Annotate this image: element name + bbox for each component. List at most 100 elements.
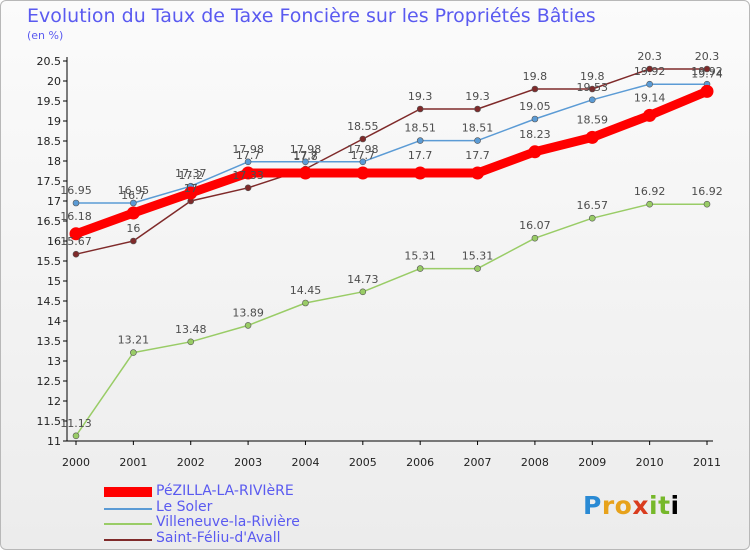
data-label: 17.33 xyxy=(232,169,264,182)
data-point xyxy=(531,115,539,123)
data-label: 16.92 xyxy=(634,185,666,198)
legend-label: PéZILLA-LA-RIVIèRE xyxy=(156,483,294,499)
data-point xyxy=(643,108,657,122)
data-point xyxy=(359,158,367,166)
data-point xyxy=(356,166,370,180)
y-tick-label: 11.5 xyxy=(37,415,62,428)
data-label: 17.37 xyxy=(175,167,207,180)
data-point xyxy=(72,199,80,207)
data-label: 19.92 xyxy=(634,65,666,78)
series-line xyxy=(75,203,707,437)
legend-label: Saint-Féliu-d'Avall xyxy=(156,529,281,546)
data-label: 19.3 xyxy=(465,90,490,103)
data-label: 17.98 xyxy=(290,143,322,156)
data-point xyxy=(244,322,252,329)
data-point xyxy=(416,137,424,144)
data-label: 16.92 xyxy=(691,185,723,198)
y-tick-label: 20 xyxy=(47,75,61,88)
data-point xyxy=(528,145,542,159)
data-point xyxy=(588,96,596,104)
data-label: 18.59 xyxy=(577,113,609,126)
data-label: 15.31 xyxy=(404,250,436,263)
data-label: 19.8 xyxy=(523,70,548,83)
data-point xyxy=(474,105,481,113)
data-point xyxy=(130,237,137,245)
data-label: 13.89 xyxy=(232,306,264,319)
data-point xyxy=(130,199,137,207)
data-label: 13.21 xyxy=(118,334,150,347)
series-line xyxy=(74,87,709,239)
data-label: 19.14 xyxy=(634,91,666,104)
data-point xyxy=(700,84,714,98)
legend-swatch xyxy=(104,487,152,497)
data-label: 17.7 xyxy=(351,149,376,162)
data-label: 15.31 xyxy=(462,250,494,263)
y-tick-label: 13.5 xyxy=(37,335,62,348)
data-label: 15.67 xyxy=(60,235,92,248)
legend-label: Le Soler xyxy=(156,498,213,515)
data-label: 19.74 xyxy=(691,67,723,80)
data-label: 18.23 xyxy=(519,128,551,141)
data-point xyxy=(646,80,653,88)
y-tick-label: 18.5 xyxy=(37,135,62,148)
data-label: 18.51 xyxy=(462,122,494,135)
y-tick-label: 19 xyxy=(47,115,61,128)
data-point xyxy=(588,85,596,93)
x-tick-label: 2005 xyxy=(349,456,377,469)
y-tick-label: 16 xyxy=(47,235,61,248)
legend-swatch xyxy=(104,538,152,541)
y-tick-label: 19.5 xyxy=(37,95,62,108)
data-label: 18.55 xyxy=(347,120,379,133)
data-label: 11.13 xyxy=(60,417,92,430)
y-tick-label: 13 xyxy=(47,355,61,368)
data-label: 17.7 xyxy=(465,149,490,162)
data-label: 13.48 xyxy=(175,323,207,336)
data-point xyxy=(531,85,539,93)
y-tick-label: 14 xyxy=(47,315,61,328)
y-tick-label: 15.5 xyxy=(37,255,62,268)
data-label: 16.57 xyxy=(577,199,609,212)
y-tick-label: 18 xyxy=(47,155,61,168)
chart-subtitle: (en %) xyxy=(27,29,64,42)
data-label: 19.92 xyxy=(691,65,723,78)
x-tick-label: 2009 xyxy=(578,456,606,469)
data-label: 16 xyxy=(126,222,140,235)
x-tick-label: 2001 xyxy=(119,456,147,469)
data-point xyxy=(130,349,137,356)
series-3 xyxy=(72,65,711,258)
data-label: 19.3 xyxy=(408,90,433,103)
data-label: 17.8 xyxy=(293,150,318,163)
data-point xyxy=(302,299,309,307)
x-tick-label: 2008 xyxy=(521,456,549,469)
series-line xyxy=(76,83,707,204)
chart-title: Evolution du Taux de Taxe Foncière sur l… xyxy=(27,5,596,27)
y-tick-label: 12.5 xyxy=(37,375,62,388)
data-point xyxy=(69,227,83,241)
data-point xyxy=(126,206,140,220)
data-point xyxy=(359,135,367,143)
x-tick-label: 2004 xyxy=(291,456,319,469)
data-point xyxy=(302,158,309,166)
series-line xyxy=(75,68,707,255)
data-point xyxy=(241,166,255,180)
data-label: 17.2 xyxy=(178,169,203,182)
series-0 xyxy=(69,84,714,241)
data-label: 16.7 xyxy=(121,189,146,202)
y-tick-label: 16.5 xyxy=(37,215,62,228)
y-tick-label: 15 xyxy=(47,275,61,288)
data-label: 17.98 xyxy=(347,143,379,156)
x-tick-label: 2006 xyxy=(406,456,434,469)
data-label: 19.53 xyxy=(577,81,609,94)
data-label: 16.95 xyxy=(118,184,150,197)
data-point xyxy=(416,105,424,113)
data-point xyxy=(474,265,481,272)
y-tick-label: 17 xyxy=(47,195,61,208)
x-tick-label: 2002 xyxy=(177,456,205,469)
data-label: 16.95 xyxy=(60,184,92,197)
data-point xyxy=(298,166,312,180)
data-point xyxy=(244,184,252,192)
data-point xyxy=(588,214,596,222)
data-point xyxy=(72,432,80,440)
data-point xyxy=(474,137,481,144)
legend-swatch xyxy=(104,507,152,510)
